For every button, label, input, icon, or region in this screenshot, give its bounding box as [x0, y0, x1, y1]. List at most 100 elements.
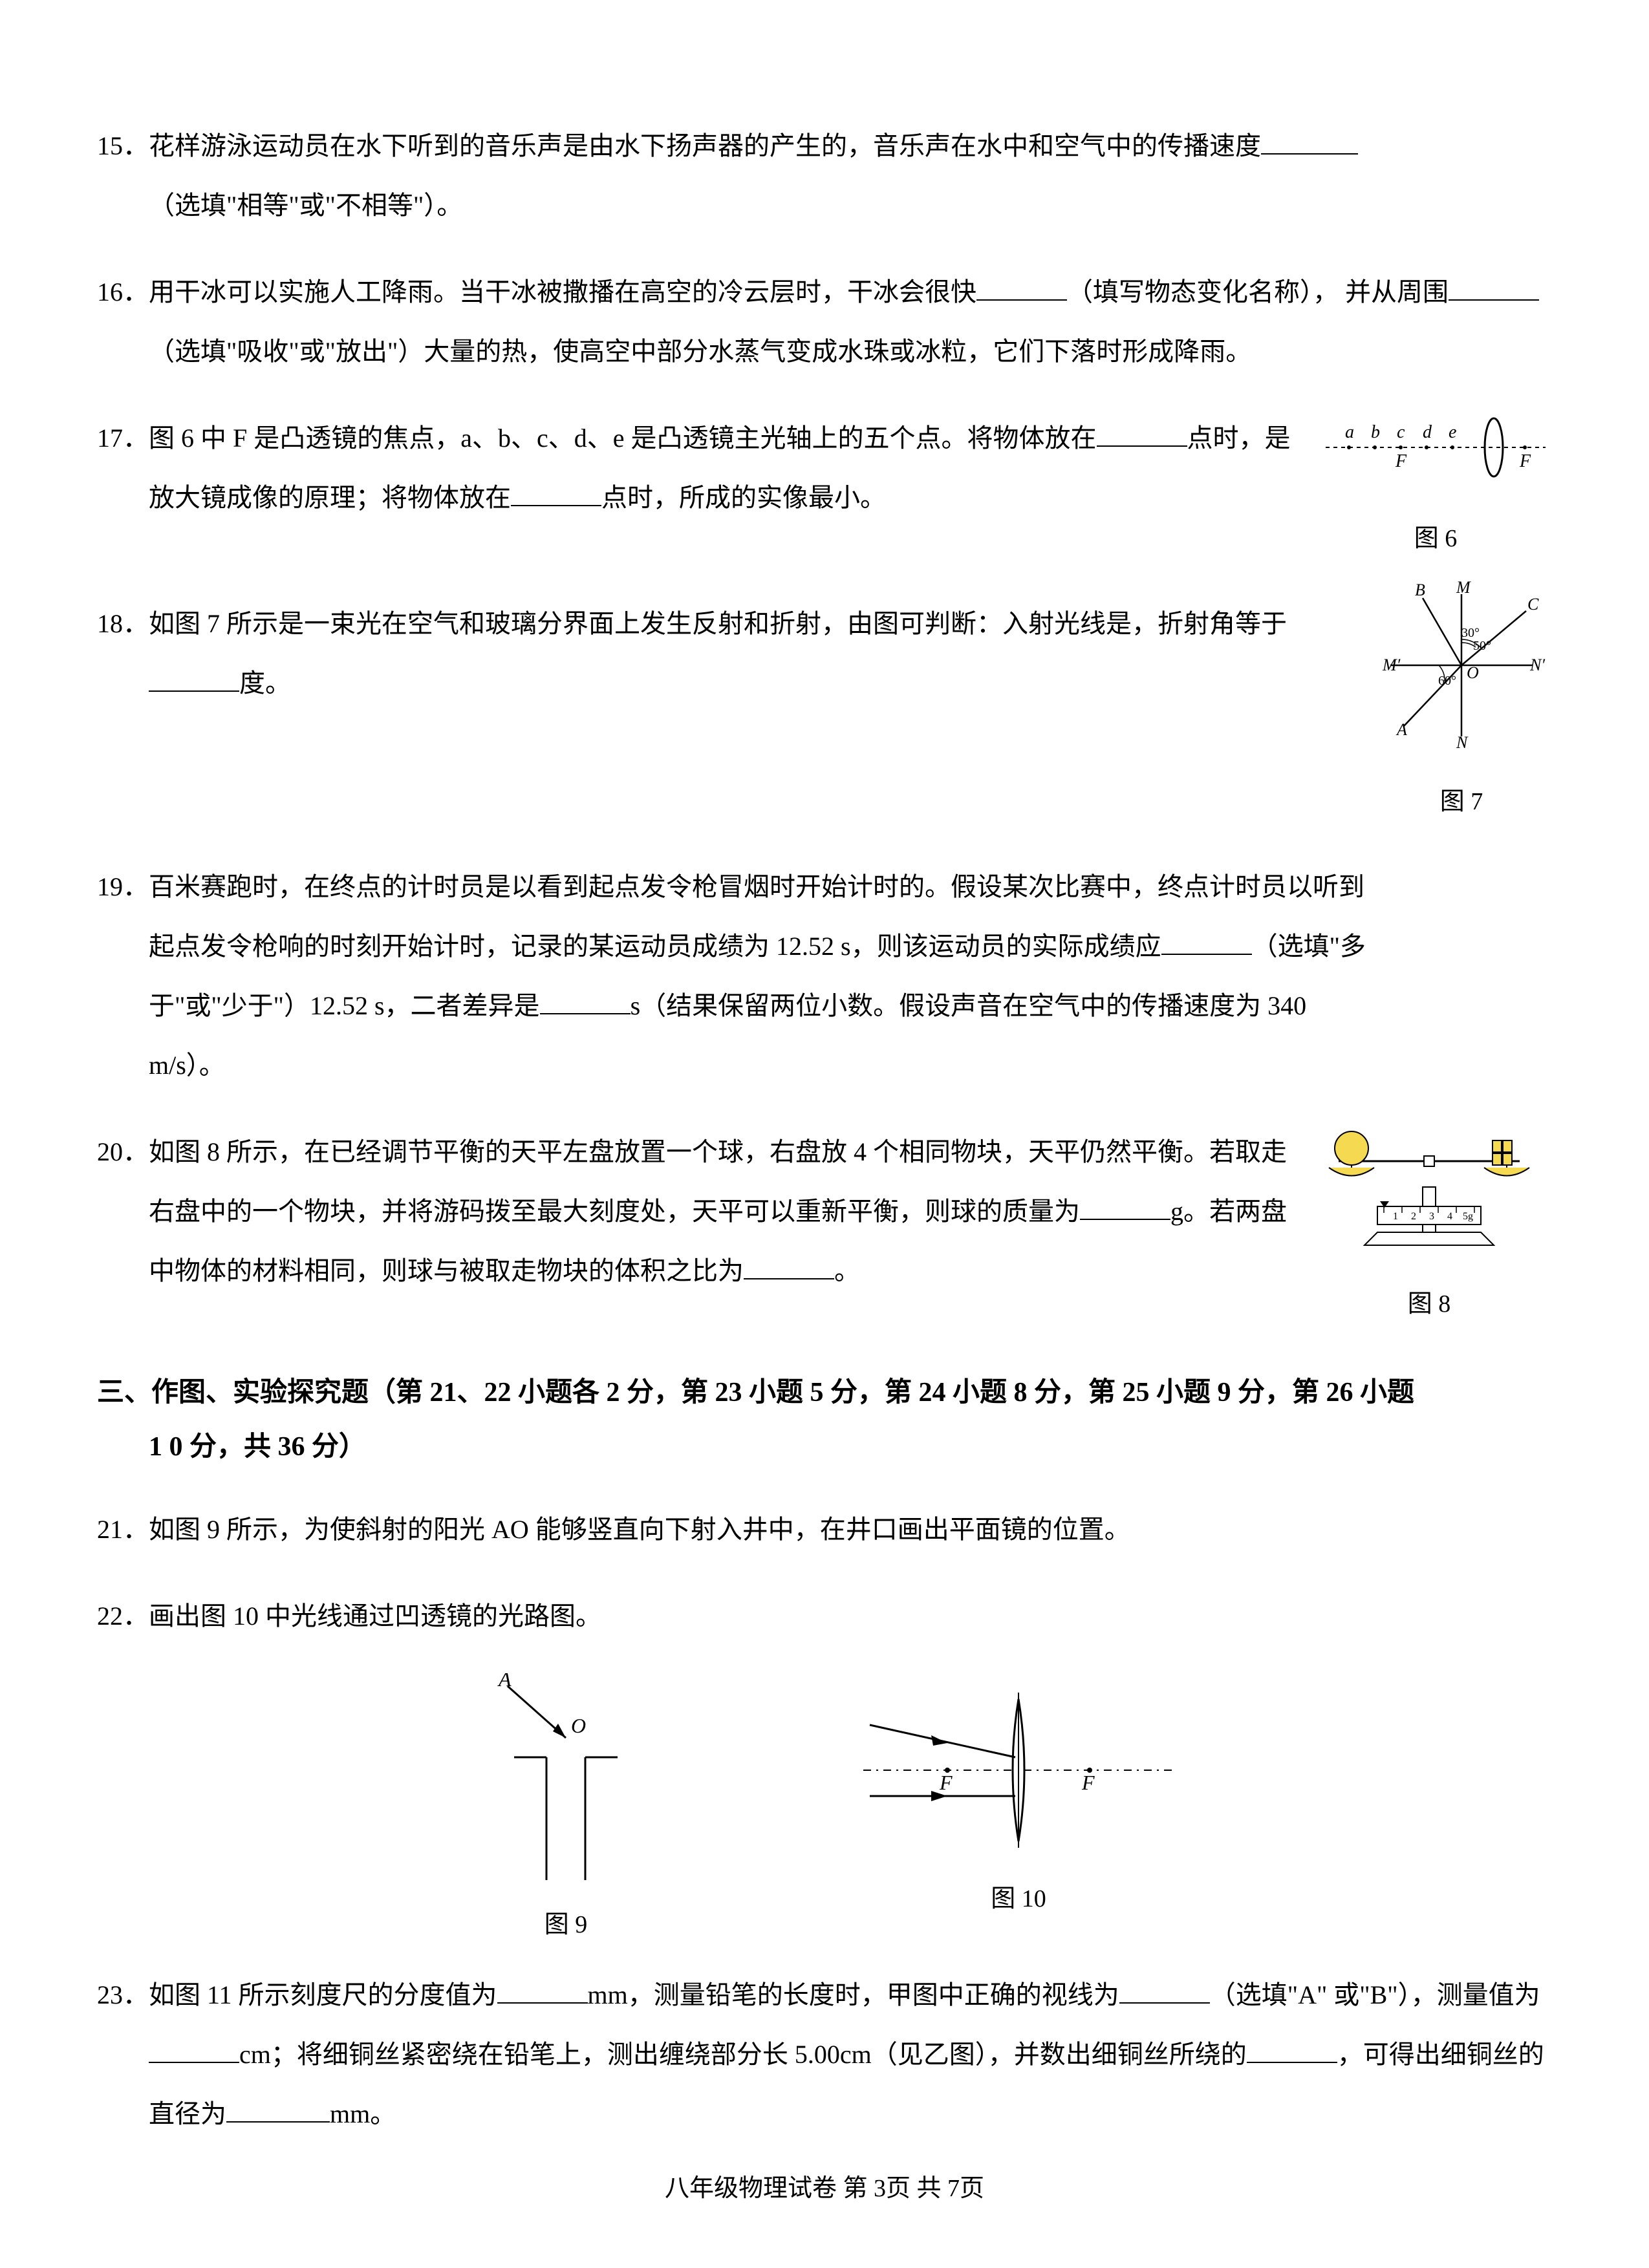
svg-text:N: N — [1456, 733, 1469, 749]
figures-9-10: A O 图 9 F F 图 10 — [97, 1673, 1552, 1940]
q17-a: 图 6 中 F 是凸透镜的焦点，a、b、c、d、e 是凸透镜主光轴上的五个点。将… — [149, 423, 1097, 453]
svg-text:d: d — [1423, 422, 1432, 442]
qtext-20: 如图 8 所示，在已经调节平衡的天平左盘放置一个球，右盘放 4 个相同物块，天平… — [149, 1122, 1293, 1301]
question-22: 22． 画出图 10 中光线通过凹透镜的光路图。 — [97, 1587, 1552, 1646]
svg-text:1: 1 — [1393, 1211, 1398, 1222]
q23-d: 或"B"），测量值为 — [1333, 1980, 1540, 2009]
svg-text:4: 4 — [1447, 1211, 1452, 1222]
blank — [744, 1256, 834, 1279]
blank — [976, 277, 1067, 301]
question-20: 20． 如图 8 所示，在已经调节平衡的天平左盘放置一个球，右盘放 4 个相同物… — [97, 1122, 1552, 1332]
blank — [149, 669, 239, 692]
fig10-caption: 图 10 — [857, 1878, 1180, 1914]
svg-text:N′: N′ — [1529, 656, 1545, 674]
q16-c: 并从周围 — [1345, 277, 1449, 306]
svg-text:F: F — [1519, 451, 1531, 471]
qnum-21: 21． — [97, 1500, 149, 1559]
svg-text:2: 2 — [1411, 1211, 1416, 1222]
figure-10: F F 图 10 — [857, 1673, 1180, 1940]
question-15: 15． 花样游泳运动员在水下听到的音乐声是由水下扬声器的产生的，音乐声在水中和空… — [97, 116, 1552, 235]
q23-c: （选填"A" — [1210, 1980, 1328, 2009]
svg-text:F: F — [1395, 451, 1407, 471]
blank — [540, 991, 630, 1014]
q23-g: mm。 — [330, 2099, 396, 2128]
figure-8: 1 2 3 4 5g 图 8 — [1306, 1122, 1552, 1332]
section-3-title: 三、作图、实验探究题（第 21、22 小题各 2 分，第 23 小题 5 分，第… — [97, 1365, 1552, 1474]
svg-text:b: b — [1371, 422, 1380, 442]
qtext-16: 用干冰可以实施人工降雨。当干冰被撒播在高空的冷云层时，干冰会很快 （填写物态变化名… — [149, 262, 1552, 381]
fig10-svg: F F — [857, 1673, 1180, 1867]
sec3-b: 1 0 分，共 36 分） — [97, 1432, 366, 1462]
q18-b: 度。 — [239, 669, 291, 698]
qtext-22: 画出图 10 中光线通过凹透镜的光路图。 — [149, 1587, 1552, 1646]
fig6-svg: a b c d e F F — [1326, 409, 1546, 486]
question-17: 17． 图 6 中 F 是凸透镜的焦点，a、b、c、d、e 是凸透镜主光轴上的五… — [97, 409, 1552, 567]
svg-text:F: F — [1081, 1771, 1095, 1794]
qtext-19: 百米赛跑时，在终点的计时员是以看到起点发令枪冒烟时开始计时的。假设某次比赛中，终… — [149, 857, 1552, 1095]
question-16: 16． 用干冰可以实施人工降雨。当干冰被撒播在高空的冷云层时，干冰会很快（填写物… — [97, 262, 1552, 381]
fig7-svg: B M C M′ N′ O A N 30° 50° 60° — [1377, 581, 1546, 749]
fig7-caption: 图 7 — [1371, 774, 1552, 830]
qnum-18: 18． — [97, 594, 149, 654]
blank — [497, 1980, 588, 2004]
question-23: 23． 如图 11 所示刻度尺的分度值为 mm，测量铅笔的长度时，甲图中正确的视线… — [97, 1965, 1552, 2144]
qnum-17: 17． — [97, 409, 149, 468]
qnum-20: 20． — [97, 1122, 149, 1182]
svg-text:C: C — [1527, 595, 1539, 614]
qnum-23: 23． — [97, 1965, 149, 2025]
q23-a: 如图 11 所示刻度尺的分度值为 — [149, 1980, 497, 2009]
qtext-18: 如图 7 所示是一束光在空气和玻璃分界面上发生反射和折射，由图可判断：入射光线是… — [149, 594, 1358, 713]
fig9-svg: A O — [469, 1673, 663, 1893]
svg-text:A: A — [497, 1673, 512, 1691]
q16-a: 用干冰可以实施人工降雨。当干冰被撒播在高空的冷云层时，干冰会很快 — [149, 277, 976, 306]
svg-text:O: O — [571, 1714, 586, 1737]
qnum-15: 15． — [97, 116, 149, 176]
svg-text:60°: 60° — [1438, 674, 1456, 688]
qnum-19: 19． — [97, 857, 149, 917]
svg-text:M′: M′ — [1382, 656, 1401, 674]
svg-text:e: e — [1449, 422, 1456, 442]
q16-d: （选填"吸收"或"放出"）大量的热，使高空中部分水蒸气变成水珠或冰粒，它们下落时… — [149, 337, 1251, 366]
figure-9: A O 图 9 — [469, 1673, 663, 1940]
svg-text:30°: 30° — [1461, 626, 1480, 640]
qtext-15: 花样游泳运动员在水下听到的音乐声是由水下扬声器的产生的，音乐声在水中和空气中的传… — [149, 116, 1552, 235]
page-footer: 八年级物理试卷 第 3页 共 7页 — [0, 2168, 1649, 2203]
blank — [1261, 131, 1358, 155]
blank — [511, 483, 601, 506]
qtext-23: 如图 11 所示刻度尺的分度值为 mm，测量铅笔的长度时，甲图中正确的视线为 （选填… — [149, 1965, 1552, 2144]
qtext-17: 图 6 中 F 是凸透镜的焦点，a、b、c、d、e 是凸透镜主光轴上的五个点。将… — [149, 409, 1306, 528]
fig6-caption: 图 6 — [1319, 511, 1552, 567]
blank — [1080, 1197, 1170, 1220]
q16-b: （填写物态变化名称）， — [1067, 277, 1339, 306]
q23-e: cm；将细铜丝紧密绕在铅笔上，测出缠绕部分长 5.00cm（见乙图），并数出细铜… — [239, 2040, 1247, 2069]
svg-text:5g: 5g — [1463, 1211, 1473, 1222]
q15-a: 花样游泳运动员在水下听到的音乐声是由水下扬声器的产生的，音乐声在水中和空气中的传… — [149, 131, 1261, 160]
svg-text:a: a — [1345, 422, 1354, 442]
blank — [1161, 932, 1252, 955]
svg-text:O: O — [1467, 663, 1479, 682]
fig8-svg: 1 2 3 4 5g — [1313, 1122, 1546, 1252]
fig9-caption: 图 9 — [469, 1904, 663, 1940]
figure-7: B M C M′ N′ O A N 30° 50° 60° 图 7 — [1371, 581, 1552, 830]
sec3-a: 三、作图、实验探究题（第 21、22 小题各 2 分，第 23 小题 5 分，第… — [97, 1378, 1414, 1407]
qnum-22: 22． — [97, 1587, 149, 1646]
blank — [226, 2099, 330, 2123]
svg-text:50°: 50° — [1473, 639, 1491, 653]
q23-b: mm，测量铅笔的长度时，甲图中正确的视线为 — [588, 1980, 1119, 2009]
blank — [1247, 2040, 1337, 2063]
q17-c: 点时，所成的实像最小。 — [601, 483, 886, 512]
svg-text:3: 3 — [1429, 1211, 1434, 1222]
question-18: 18． 如图 7 所示是一束光在空气和玻璃分界面上发生反射和折射，由图可判断：入… — [97, 594, 1552, 830]
blank — [1449, 277, 1539, 301]
blank — [1119, 1980, 1210, 2004]
blank — [149, 2040, 239, 2063]
svg-text:M: M — [1456, 581, 1471, 597]
figure-6: a b c d e F F 图 6 — [1319, 409, 1552, 567]
fig8-caption: 图 8 — [1306, 1276, 1552, 1332]
svg-text:A: A — [1396, 720, 1407, 739]
question-21: 21． 如图 9 所示，为使斜射的阳光 AO 能够竖直向下射入井中，在井口画出平… — [97, 1500, 1552, 1559]
blank — [1097, 423, 1187, 447]
q15-b: （选填"相等"或"不相等"）。 — [149, 191, 462, 220]
svg-text:c: c — [1397, 422, 1405, 442]
question-19: 19． 百米赛跑时，在终点的计时员是以看到起点发令枪冒烟时开始计时的。假设某次比… — [97, 857, 1552, 1095]
